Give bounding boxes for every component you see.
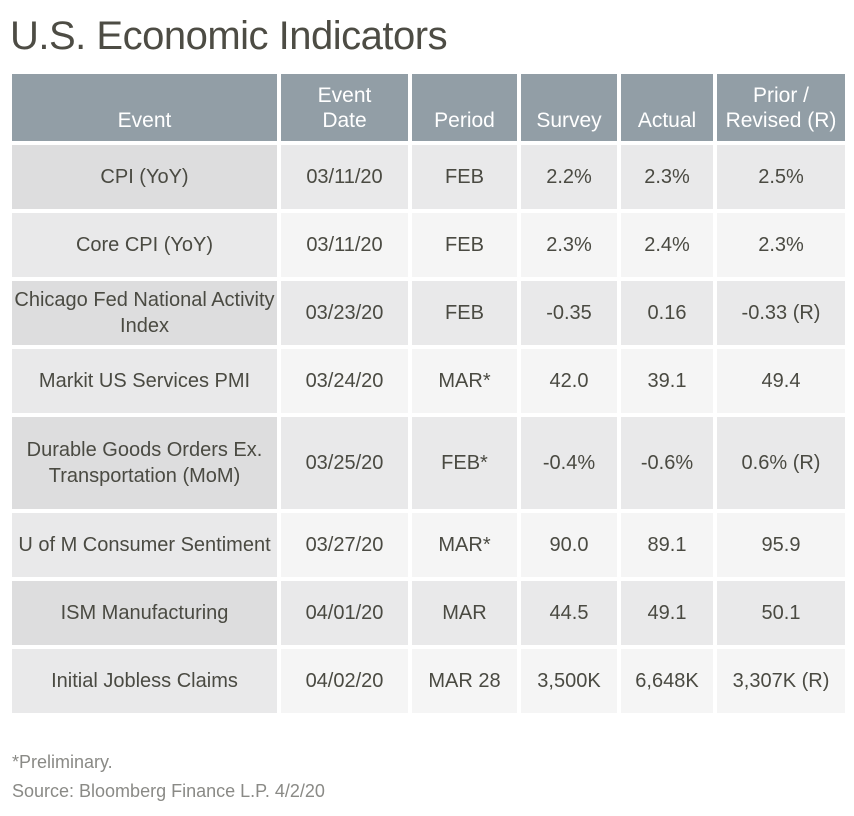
header-event-date: Event Date [281,74,408,141]
cell-event: CPI (YoY) [12,145,277,209]
cell-period: MAR 28 [412,649,517,713]
cell-survey: -0.35 [521,281,617,345]
header-event: Event [12,74,277,141]
header-survey: Survey [521,74,617,141]
cell-event-date: 03/23/20 [281,281,408,345]
cell-actual: 89.1 [621,513,713,577]
cell-survey: 3,500K [521,649,617,713]
cell-event-date: 04/02/20 [281,649,408,713]
header-actual: Actual [621,74,713,141]
cell-event: ISM Manufacturing [12,581,277,645]
cell-prior-revised: 95.9 [717,513,845,577]
cell-event: Markit US Services PMI [12,349,277,413]
cell-actual: 49.1 [621,581,713,645]
table-row: Core CPI (YoY) 03/11/20 FEB 2.3% 2.4% 2.3% [12,213,845,277]
cell-event: Durable Goods Orders Ex. Transportation … [12,417,277,509]
cell-event-date: 03/11/20 [281,213,408,277]
cell-actual: 6,648K [621,649,713,713]
table-row: Initial Jobless Claims 04/02/20 MAR 28 3,50… [12,649,845,713]
header-prior-line2: Revised (R) [725,109,837,132]
table-row: Durable Goods Orders Ex. Transportation … [12,417,845,509]
cell-prior-revised: 2.3% [717,213,845,277]
header-period: Period [412,74,517,141]
cell-actual: 2.4% [621,213,713,277]
cell-period: FEB [412,145,517,209]
cell-event: Core CPI (YoY) [12,213,277,277]
table-row: ISM Manufacturing 04/01/20 MAR 44.5 49.1 50.1 [12,581,845,645]
cell-period: FEB [412,281,517,345]
footnote-preliminary: *Preliminary. [12,752,113,772]
table-row: U of M Consumer Sentiment 03/27/20 MAR* 90.… [12,513,845,577]
cell-survey: 90.0 [521,513,617,577]
cell-actual: 0.16 [621,281,713,345]
table-row: CPI (YoY) 03/11/20 FEB 2.2% 2.3% 2.5% [12,145,845,209]
cell-period: FEB* [412,417,517,509]
cell-period: MAR [412,581,517,645]
cell-event-date: 03/25/20 [281,417,408,509]
cell-event: Chicago Fed National Activity Index [12,281,277,345]
cell-survey: 44.5 [521,581,617,645]
cell-prior-revised: 49.4 [717,349,845,413]
cell-event: Initial Jobless Claims [12,649,277,713]
cell-period: MAR* [412,349,517,413]
header-event-date-line2: Date [322,109,367,132]
table-row: Markit US Services PMI 03/24/20 MAR* 42.0 39… [12,349,845,413]
cell-prior-revised: 2.5% [717,145,845,209]
cell-prior-revised: 3,307K (R) [717,649,845,713]
header-prior-line1: Prior / [752,84,809,107]
cell-survey: 2.2% [521,145,617,209]
cell-period: FEB [412,213,517,277]
cell-actual: 39.1 [621,349,713,413]
cell-event-date: 03/24/20 [281,349,408,413]
header-row: Event Event Date Period Survey Actual Pri… [12,74,845,141]
cell-survey: 42.0 [521,349,617,413]
cell-prior-revised: 0.6% (R) [717,417,845,509]
cell-survey: 2.3% [521,213,617,277]
table-row: Chicago Fed National Activity Index 03/23… [12,281,845,345]
header-prior-revised: Prior / Revised (R) [717,74,845,141]
cell-actual: 2.3% [621,145,713,209]
cell-event-date: 04/01/20 [281,581,408,645]
header-event-date-line1: Event [317,84,372,107]
page-title: U.S. Economic Indicators [10,14,448,58]
indicators-table: Event Event Date Period Survey Actual Pri… [8,70,849,717]
cell-event-date: 03/27/20 [281,513,408,577]
cell-period: MAR* [412,513,517,577]
cell-event: U of M Consumer Sentiment [12,513,277,577]
cell-actual: -0.6% [621,417,713,509]
cell-survey: -0.4% [521,417,617,509]
cell-event-date: 03/11/20 [281,145,408,209]
footnote-source: Source: Bloomberg Finance L.P. 4/2/20 [12,781,325,801]
cell-prior-revised: 50.1 [717,581,845,645]
cell-prior-revised: -0.33 (R) [717,281,845,345]
